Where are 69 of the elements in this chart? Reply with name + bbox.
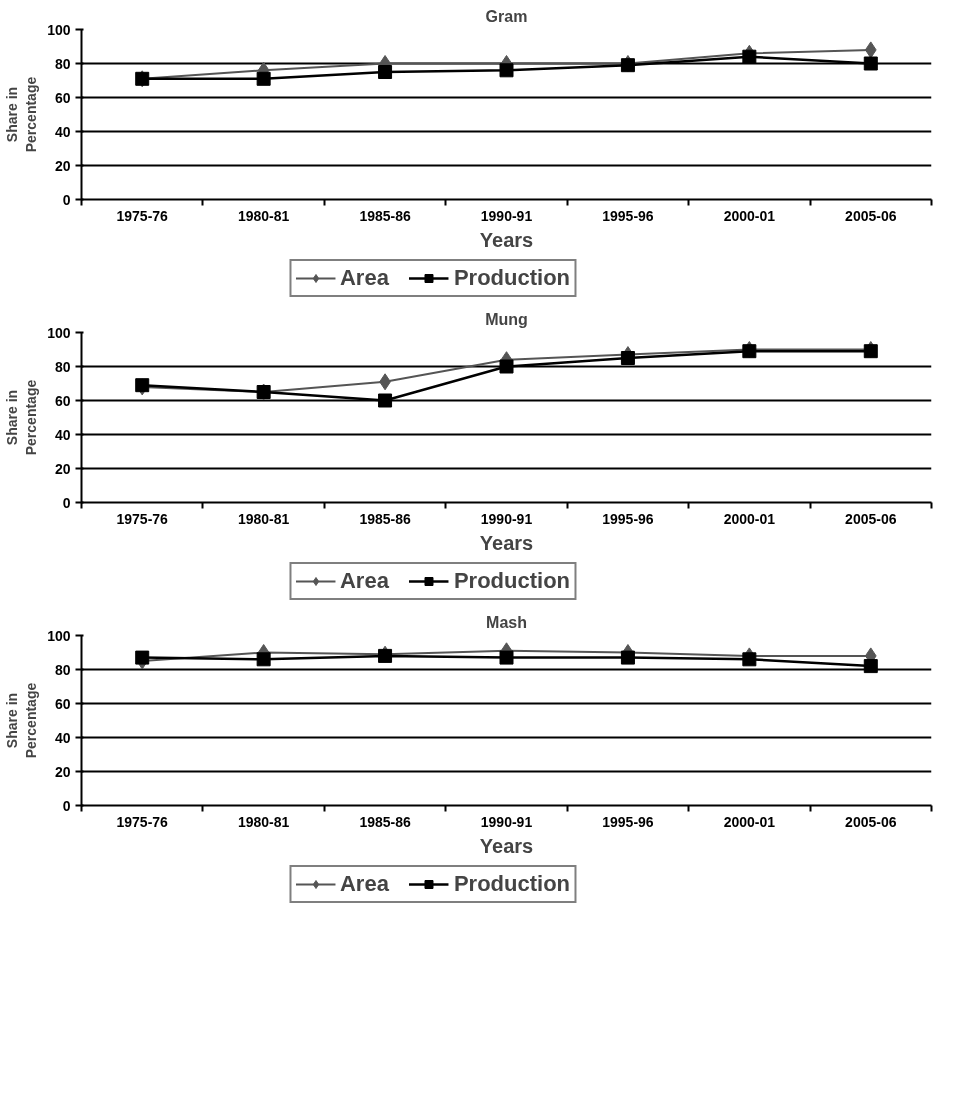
point xyxy=(499,650,514,665)
point xyxy=(742,652,757,667)
x-tick-label: 1995-96 xyxy=(602,207,654,224)
x-tick-label: 1985-86 xyxy=(359,813,411,830)
legend-label: Area xyxy=(339,871,389,897)
y-tick-label: 0 xyxy=(62,797,71,814)
point xyxy=(256,652,271,667)
x-tick-label: 2000-01 xyxy=(723,207,776,224)
x-axis-title: Years xyxy=(479,531,534,554)
point xyxy=(863,659,878,674)
x-tick-label: 1995-96 xyxy=(602,510,654,527)
legend-label: Area xyxy=(339,568,389,594)
y-tick-label: 60 xyxy=(54,695,71,712)
x-tick-label: 1975-76 xyxy=(116,510,169,527)
x-tick-label: 1980-81 xyxy=(237,207,290,224)
x-tick-label: 2005-06 xyxy=(845,207,897,224)
y-tick-label: 20 xyxy=(54,157,71,174)
y-axis-title: Share in Percentage xyxy=(3,76,40,153)
x-tick-label: 1980-81 xyxy=(237,510,290,527)
x-tick-label: 1990-91 xyxy=(480,207,533,224)
x-tick-label: 1995-96 xyxy=(602,813,654,830)
x-tick-label: 1985-86 xyxy=(359,510,411,527)
y-axis-title: Share in Percentage xyxy=(3,379,40,456)
x-tick-label: 2000-01 xyxy=(723,510,776,527)
legend-label: Area xyxy=(339,265,389,291)
point xyxy=(135,650,150,665)
x-tick-label: 1990-91 xyxy=(480,813,533,830)
y-tick-label: 100 xyxy=(47,627,71,644)
point xyxy=(864,41,877,59)
point xyxy=(620,650,635,665)
y-tick-label: 40 xyxy=(54,426,71,443)
point xyxy=(378,65,393,79)
point xyxy=(620,351,635,365)
y-tick-label: 80 xyxy=(54,358,71,375)
y-axis-title: Share in Percentage xyxy=(3,682,40,759)
y-tick-label: 20 xyxy=(54,763,71,780)
legend-label: Production xyxy=(453,568,571,594)
x-tick-label: 1990-91 xyxy=(480,510,533,527)
y-tick-label: 100 xyxy=(47,21,71,38)
x-axis-title: Years xyxy=(479,228,534,251)
y-tick-label: 40 xyxy=(54,123,71,140)
legend-label: Production xyxy=(453,265,571,291)
x-axis-title: Years xyxy=(479,834,534,857)
y-tick-label: 20 xyxy=(54,460,71,477)
y-tick-label: 80 xyxy=(54,661,71,678)
y-tick-label: 60 xyxy=(54,89,71,106)
chart-title: Mash xyxy=(486,613,527,631)
y-tick-label: 100 xyxy=(47,324,71,341)
y-tick-label: 80 xyxy=(54,55,71,72)
chart-title: Mung xyxy=(485,310,528,328)
y-tick-label: 0 xyxy=(62,494,71,511)
y-tick-label: 0 xyxy=(62,191,71,208)
point xyxy=(742,49,757,64)
point xyxy=(499,359,514,374)
x-tick-label: 2005-06 xyxy=(845,813,897,830)
x-tick-label: 1985-86 xyxy=(359,207,411,224)
x-tick-label: 1975-76 xyxy=(116,207,169,224)
y-tick-label: 60 xyxy=(54,392,71,409)
x-tick-label: 1975-76 xyxy=(116,813,169,830)
y-tick-label: 40 xyxy=(54,729,71,746)
point xyxy=(863,56,878,71)
x-tick-label: 2005-06 xyxy=(845,510,897,527)
x-tick-label: 1980-81 xyxy=(237,813,290,830)
point xyxy=(378,393,393,408)
point xyxy=(256,71,271,86)
x-tick-label: 2000-01 xyxy=(723,813,776,830)
point xyxy=(499,63,514,78)
legend-label: Production xyxy=(453,871,571,897)
chart-title: Gram xyxy=(485,7,528,25)
